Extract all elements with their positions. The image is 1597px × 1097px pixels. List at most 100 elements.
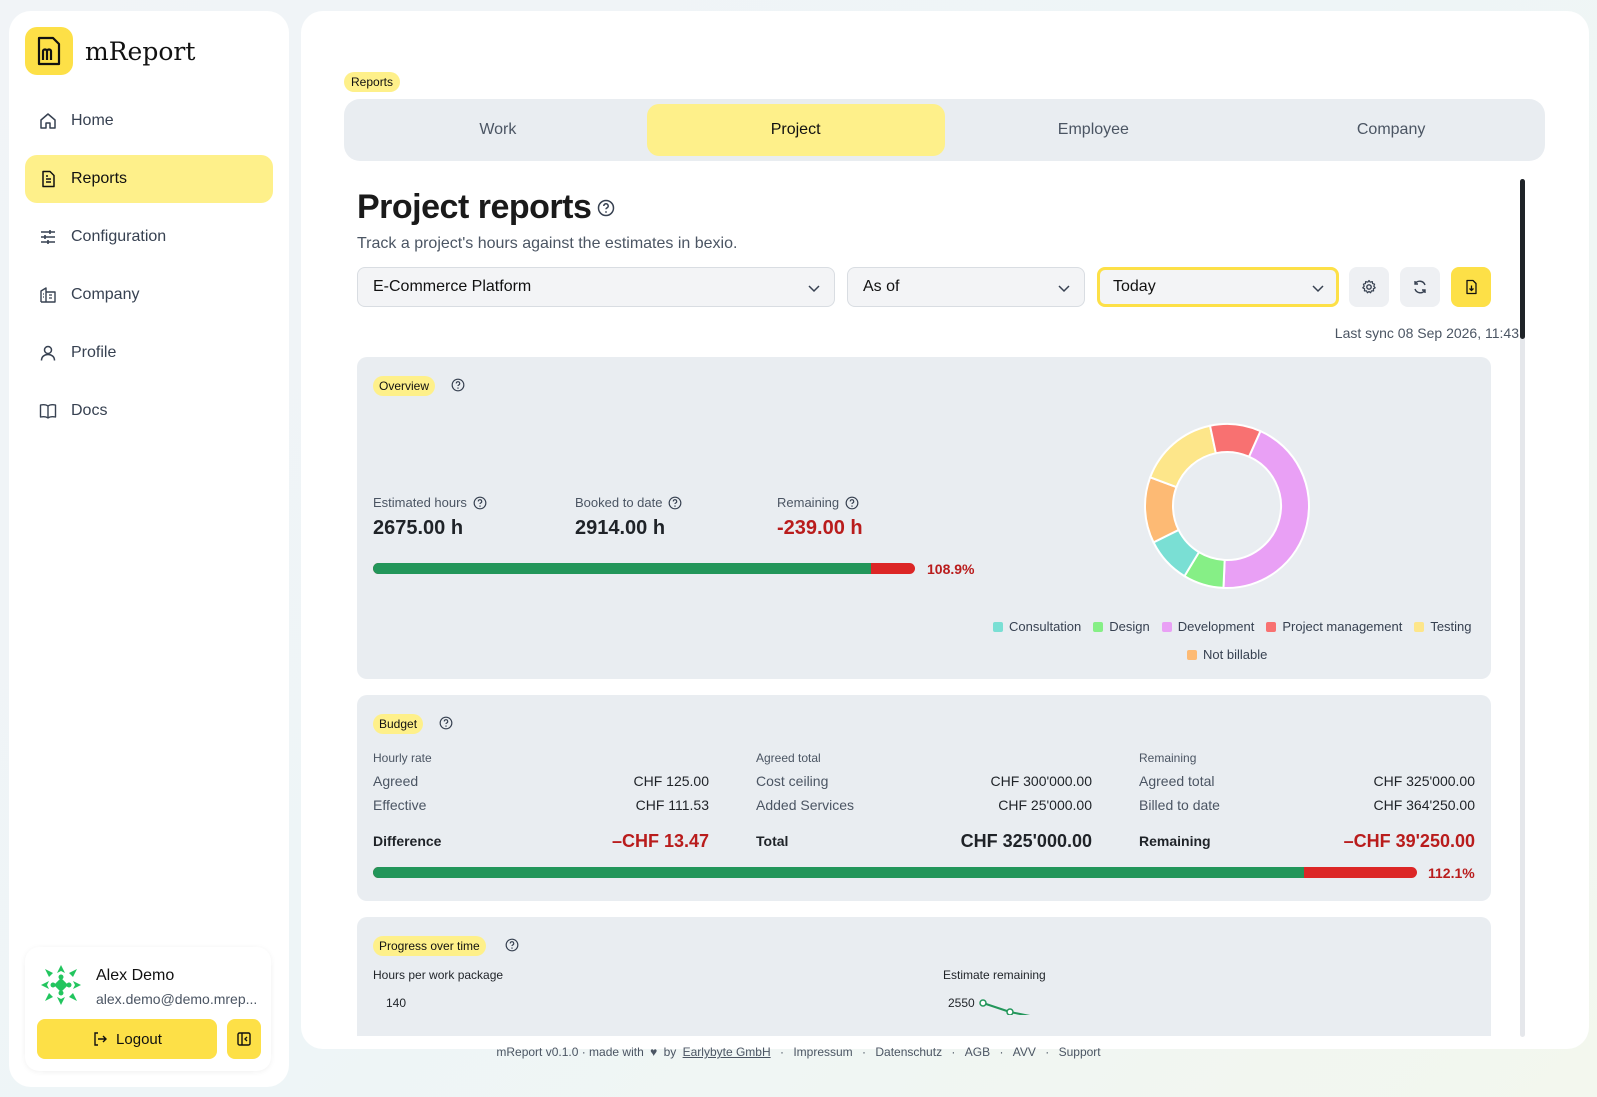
- help-icon[interactable]: [597, 199, 615, 222]
- scrollbar-track[interactable]: [1520, 179, 1525, 1037]
- budget-row-value: CHF 300'000.00: [990, 773, 1092, 789]
- donut-slice-project-management[interactable]: [1208, 423, 1262, 459]
- sidebar: mReport Home Reports Configuration Compa…: [9, 11, 289, 1087]
- budget-row-value: CHF 111.53: [635, 797, 709, 813]
- export-button[interactable]: [1451, 267, 1491, 307]
- footer-link-avv[interactable]: AVV: [1012, 1045, 1036, 1059]
- footer-separator: ·: [862, 1045, 867, 1059]
- budget-row-value: CHF 25'000.00: [998, 797, 1092, 813]
- budget-row-value: CHF 125.00: [633, 773, 709, 789]
- legend-item[interactable]: Design: [1093, 619, 1150, 634]
- estimated-hours-value: 2675.00 h: [373, 517, 464, 539]
- sidebar-item-label: Reports: [71, 170, 128, 187]
- tab-employee[interactable]: Employee: [1057, 121, 1129, 138]
- user-email: alex.demo@demo.mrep...: [96, 991, 258, 1007]
- collapse-sidebar-button[interactable]: [227, 1019, 261, 1059]
- user-card: Alex Demo alex.demo@demo.mrep... Logout: [25, 947, 271, 1071]
- footer-link-impressum[interactable]: Impressum: [793, 1045, 853, 1059]
- hours-progress-fill: [373, 563, 871, 574]
- donut-slice-testing[interactable]: [1148, 424, 1218, 489]
- legend-item[interactable]: Not billable: [1187, 647, 1267, 662]
- tab-project[interactable]: Project: [646, 104, 945, 156]
- footer-link-datenschutz[interactable]: Datenschutz: [875, 1045, 943, 1059]
- page-subtitle: Track a project's hours against the esti…: [357, 235, 738, 252]
- help-icon[interactable]: [505, 938, 519, 952]
- booked-value: 2914.00 h: [575, 517, 666, 539]
- logout-button[interactable]: Logout: [37, 1019, 217, 1059]
- donut-slice-development[interactable]: [1222, 429, 1310, 589]
- budget-total-row: Total CHF 325'000.00: [756, 828, 1092, 854]
- budget-progress-fill: [373, 867, 1305, 878]
- overview-tag: Overview: [373, 376, 436, 396]
- overview-card: Overview Estimated hours 2675.00 h Booke…: [357, 357, 1491, 679]
- sidebar-collapse-icon: [236, 1031, 252, 1047]
- mode-select[interactable]: As of: [847, 267, 1085, 307]
- sidebar-item-company[interactable]: Company: [25, 271, 273, 319]
- budget-progress-percent: 112.1%: [1428, 865, 1475, 881]
- estimated-hours-label: Estimated hours: [373, 495, 487, 510]
- date-select-value: Today: [1113, 278, 1156, 295]
- refresh-button[interactable]: [1400, 267, 1440, 307]
- footer-company-link[interactable]: Earlybyte GmbH: [682, 1045, 771, 1059]
- sliders-icon: [39, 228, 57, 246]
- report-icon: [39, 170, 57, 188]
- app-logo-icon: [25, 27, 73, 75]
- breadcrumb[interactable]: Reports: [344, 72, 401, 92]
- sidebar-nav: Home Reports Configuration Company Profi…: [25, 97, 273, 445]
- avatar[interactable]: [37, 961, 85, 1009]
- sidebar-item-reports[interactable]: Reports: [25, 155, 273, 203]
- last-sync-text: Last sync 08 Sep 2026, 11:43: [1334, 325, 1519, 341]
- budget-total-label: Difference: [373, 833, 442, 849]
- sidebar-item-configuration[interactable]: Configuration: [25, 213, 273, 261]
- budget-row: Agreed CHF 125.00: [373, 769, 709, 793]
- legend-label: Design: [1109, 619, 1150, 634]
- scrollbar-thumb[interactable]: [1520, 179, 1525, 339]
- legend-label: Testing: [1430, 619, 1472, 634]
- hourly-rate-header: Hourly rate: [373, 751, 432, 765]
- footer-link-agb[interactable]: AGB: [964, 1045, 991, 1059]
- help-icon[interactable]: [451, 378, 465, 392]
- footer-separator: ·: [999, 1045, 1004, 1059]
- help-icon[interactable]: [439, 716, 453, 730]
- budget-total-value: –CHF 13.47: [611, 830, 709, 851]
- budget-row: Cost ceiling CHF 300'000.00: [756, 769, 1092, 793]
- chevron-down-icon: [807, 281, 821, 295]
- footer-separator: ·: [1045, 1045, 1050, 1059]
- legend-item[interactable]: Project management: [1266, 619, 1402, 634]
- legend-swatch: [993, 621, 1003, 632]
- hourly-rate-column: Hourly rate Agreed CHF 125.00 Effective CH…: [373, 751, 709, 854]
- logout-icon: [92, 1031, 108, 1047]
- estimated-hours-label-text: Estimated hours: [373, 495, 467, 510]
- budget-row-label: Agreed total: [1139, 773, 1215, 789]
- tab-work[interactable]: Work: [479, 121, 517, 138]
- book-icon: [39, 402, 57, 420]
- sidebar-item-profile[interactable]: Profile: [25, 329, 273, 377]
- footer-link-support[interactable]: Support: [1058, 1045, 1101, 1059]
- legend-item[interactable]: Testing: [1414, 619, 1472, 634]
- agreed-total-column: Agreed total Cost ceiling CHF 300'000.00 …: [756, 751, 1092, 854]
- app-name: mReport: [85, 36, 196, 66]
- legend-label: Project management: [1282, 619, 1403, 634]
- budget-row-label: Added Services: [756, 797, 855, 813]
- budget-total-row: Remaining –CHF 39'250.00: [1139, 828, 1475, 854]
- booked-label: Booked to date: [575, 495, 682, 510]
- legend-item[interactable]: Development: [1161, 619, 1254, 634]
- sidebar-item-docs[interactable]: Docs: [25, 387, 273, 435]
- brand[interactable]: mReport: [25, 27, 195, 75]
- help-icon[interactable]: [668, 496, 682, 510]
- gear-icon: [1361, 279, 1377, 295]
- settings-button[interactable]: [1349, 267, 1389, 307]
- tab-company[interactable]: Company: [1356, 121, 1426, 138]
- chevron-down-icon: [1057, 281, 1071, 295]
- date-select[interactable]: Today: [1097, 267, 1339, 307]
- help-icon[interactable]: [473, 496, 487, 510]
- line-point: [1006, 1008, 1014, 1015]
- budget-row: Added Services CHF 25'000.00: [756, 793, 1092, 817]
- hours-progress-percent: 108.9%: [927, 561, 975, 577]
- remaining-budget-column: Remaining Agreed total CHF 325'000.00 Bil…: [1139, 751, 1475, 854]
- legend-item[interactable]: Consultation: [993, 619, 1081, 634]
- budget-row: Agreed total CHF 325'000.00: [1139, 769, 1475, 793]
- project-select[interactable]: E-Commerce Platform: [357, 267, 835, 307]
- sidebar-item-home[interactable]: Home: [25, 97, 273, 145]
- help-icon[interactable]: [845, 496, 859, 510]
